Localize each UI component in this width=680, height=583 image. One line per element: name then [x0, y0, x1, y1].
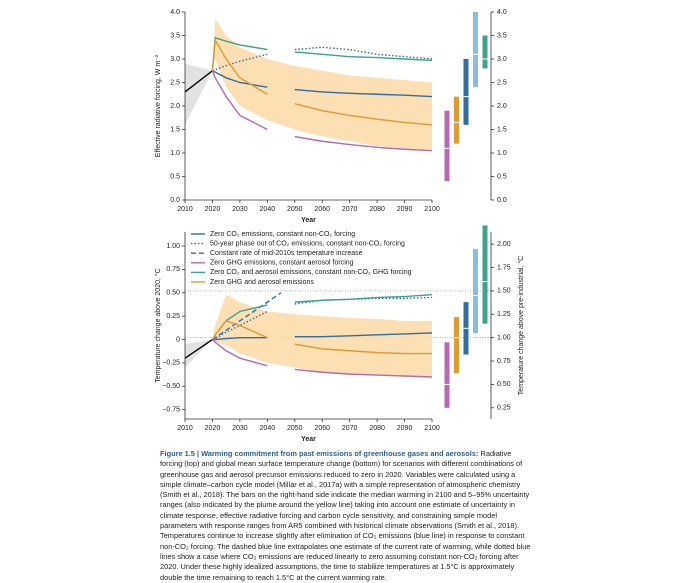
x-tick-label: 2100 — [424, 206, 440, 213]
x-tick-label: 2100 — [424, 425, 440, 432]
y-tick-label: 3.5 — [170, 32, 180, 39]
legend-label: Constant rate of mid-2010s temperature i… — [210, 250, 363, 257]
x-tick-label: 2070 — [342, 425, 358, 432]
y2-tick-label: 1.0 — [497, 150, 507, 157]
x-tick-label: 2040 — [260, 206, 276, 213]
series-line — [211, 339, 433, 378]
y2-tick-label: 3.5 — [497, 32, 507, 39]
y2-tick-label: 4.0 — [497, 9, 507, 16]
legend-label: Zero GHG emissions, constant aerosol for… — [210, 260, 354, 267]
y2-tick-label: 1.75 — [497, 264, 511, 271]
series-line — [211, 70, 433, 152]
caption-title: Figure 1.5 | Warming commitment from pas… — [160, 449, 479, 458]
y2-axis-title: Temperature change above pre-industrial,… — [517, 256, 525, 395]
x-tick-label: 2090 — [397, 206, 413, 213]
y-tick-label: 2.0 — [170, 103, 180, 110]
x-tick-label: 2080 — [369, 425, 385, 432]
range-bar — [454, 317, 459, 374]
uncertainty-band — [212, 19, 432, 151]
range-bar — [463, 59, 469, 125]
range-bar — [473, 12, 478, 88]
range-bar — [482, 35, 488, 69]
y2-tick-label: 3.0 — [497, 56, 507, 63]
legend-label: Zero CO₂ emissions, constant non-CO₂ for… — [210, 231, 355, 238]
y2-tick-label: 0.5 — [497, 173, 507, 180]
range-bar — [473, 248, 478, 333]
y-axis-title: Temperature change above 2020, °C — [154, 268, 162, 383]
range-bar — [482, 225, 488, 324]
x-axis-title: Year — [301, 217, 316, 224]
y-tick-label: 0.25 — [166, 313, 180, 320]
uncertainty-band — [185, 63, 213, 125]
series-line — [212, 46, 433, 72]
x-tick-label: 2060 — [314, 425, 330, 432]
y-tick-label: −0.25 — [162, 360, 180, 367]
y2-tick-label: 1.00 — [497, 334, 511, 341]
y-tick-label: 0.5 — [170, 173, 180, 180]
series-line — [184, 70, 213, 93]
y2-tick-label: 0.75 — [497, 358, 511, 365]
x-tick-label: 2070 — [342, 206, 358, 213]
series-line — [184, 338, 213, 359]
legend-label: 50-year phase out of CO₂ emissions, cons… — [210, 240, 405, 247]
range-bar — [454, 96, 459, 144]
y-tick-label: 0.50 — [166, 290, 180, 297]
y2-tick-label: 0.0 — [497, 197, 507, 204]
series-line — [212, 332, 433, 341]
legend-label: Zero CO₂ and aerosol emissions, constant… — [210, 269, 412, 276]
caption: Figure 1.5 | Warming commitment from pas… — [160, 449, 532, 583]
y-tick-label: 0.0 — [170, 197, 180, 204]
x-tick-label: 2030 — [232, 425, 248, 432]
x-tick-label: 2080 — [369, 206, 385, 213]
series-line — [211, 320, 432, 355]
x-tick-label: 2020 — [205, 206, 221, 213]
x-tick-label: 2090 — [397, 425, 413, 432]
y-tick-label: 1.00 — [166, 243, 180, 250]
x-tick-label: 2050 — [287, 206, 303, 213]
y-tick-label: 0 — [176, 336, 180, 343]
x-tick-label: 2040 — [260, 425, 276, 432]
y2-tick-label: 1.25 — [497, 311, 511, 318]
x-tick-label: 2010 — [177, 425, 193, 432]
caption-text: Radiative forcing (top) and global mean … — [160, 449, 531, 582]
x-tick-label: 2020 — [205, 425, 221, 432]
y-tick-label: 3.0 — [170, 56, 180, 63]
y-tick-label: 0.75 — [166, 266, 180, 273]
series-line — [211, 37, 433, 126]
y2-tick-label: 2.0 — [497, 103, 507, 110]
y2-tick-label: 1.5 — [497, 126, 507, 133]
y-tick-label: −0.50 — [162, 383, 180, 390]
legend-label: Zero GHG and aerosol emissions — [210, 279, 314, 286]
x-tick-label: 2060 — [314, 206, 330, 213]
x-tick-label: 2010 — [177, 206, 193, 213]
x-tick-label: 2030 — [232, 206, 248, 213]
y2-tick-label: 0.25 — [497, 405, 511, 412]
y-tick-label: −0.75 — [162, 406, 180, 413]
page: 2010 2020 2030 2040 2050 2060 2070 2080 2090 2100… — [153, 8, 531, 582]
y2-tick-label: 1.50 — [497, 288, 511, 295]
x-tick-label: 2050 — [287, 425, 303, 432]
y2-tick-label: 2.5 — [497, 79, 507, 86]
y-tick-label: 1.5 — [170, 126, 180, 133]
series-line — [212, 292, 282, 341]
range-bar — [444, 342, 450, 408]
uncertainty-band — [185, 339, 213, 368]
x-axis-title: Year — [301, 436, 316, 443]
range-bar — [444, 110, 450, 182]
y-tick-label: 1.0 — [170, 150, 180, 157]
y-axis-title: Effective radiative forcing, W m⁻² — [155, 54, 162, 157]
y2-tick-label: 2.00 — [497, 241, 511, 248]
figure: 2010 2020 2030 2040 2050 2060 2070 2080 2090 2100… — [154, 9, 525, 443]
y-tick-label: 2.5 — [170, 79, 180, 86]
y-tick-label: 4.0 — [170, 9, 180, 16]
y2-tick-label: 0.50 — [497, 381, 511, 388]
